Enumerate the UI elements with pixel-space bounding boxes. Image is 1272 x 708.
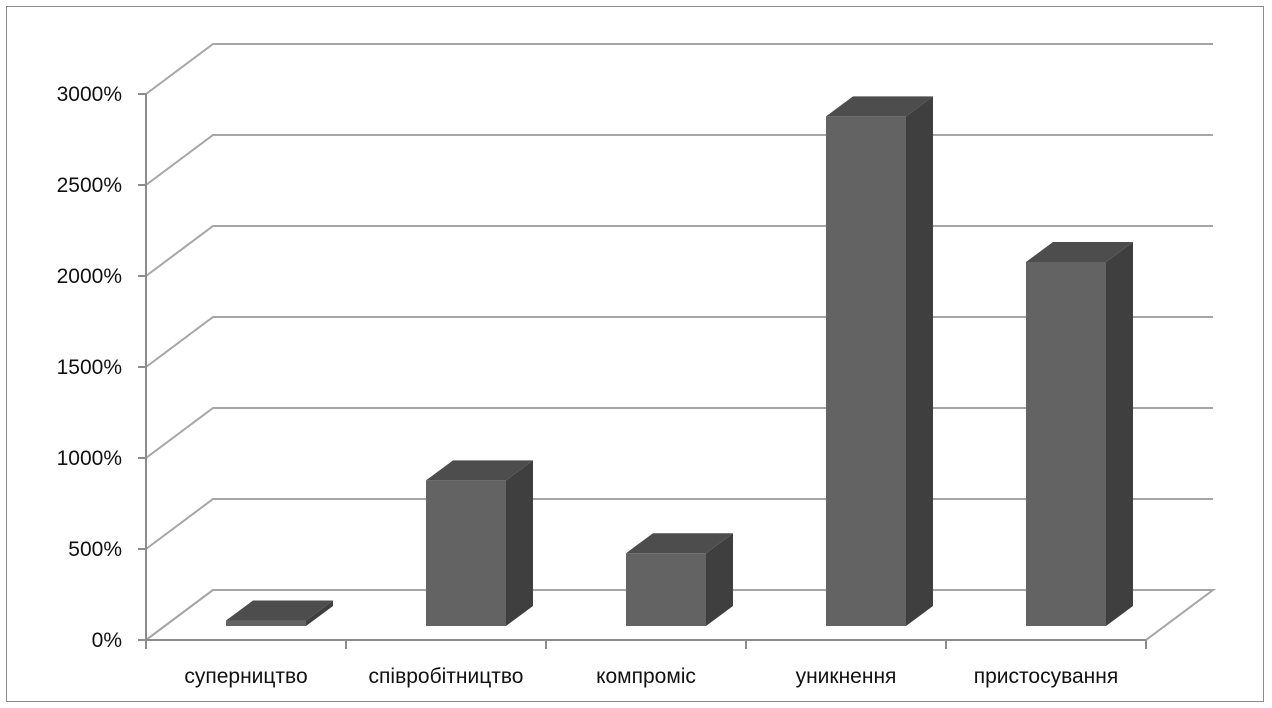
- bar: [226, 600, 333, 626]
- bar: [826, 96, 933, 627]
- x-axis-category-labels: суперництво співробітництво компроміс уникн…: [184, 665, 1118, 688]
- bar-top: [1026, 242, 1133, 262]
- bars: [226, 96, 1133, 627]
- bar-side: [306, 600, 333, 626]
- bar: [426, 460, 533, 626]
- x-category-label: суперництво: [184, 665, 307, 688]
- bar: [1026, 242, 1133, 626]
- gridline: [145, 134, 1213, 186]
- bar-side: [706, 533, 733, 626]
- bar-front: [226, 620, 306, 626]
- bar-side: [1106, 242, 1133, 626]
- x-category-label: пристосування: [974, 665, 1119, 688]
- bar-front: [826, 116, 906, 627]
- x-category-label: співробітництво: [369, 665, 524, 688]
- y-tick-label: 500%: [68, 538, 122, 561]
- bar-side: [906, 96, 933, 626]
- y-tick-label: 0%: [92, 629, 122, 652]
- y-tick-label: 1500%: [57, 356, 122, 379]
- bar-side: [506, 460, 533, 626]
- y-tick-label: 1000%: [57, 447, 122, 470]
- y-axis-tick-labels: 0% 500% 1000% 1500% 2000% 2500% 3000%: [57, 83, 122, 652]
- y-tick-label: 2500%: [57, 174, 122, 197]
- gridline: [145, 43, 1213, 95]
- x-category-label: уникнення: [796, 665, 897, 688]
- y-tick-label: 2000%: [57, 265, 122, 288]
- x-category-label: компроміс: [596, 665, 696, 688]
- bar-top: [426, 460, 533, 481]
- axes: [138, 93, 1147, 649]
- bar-front: [1026, 262, 1106, 626]
- bar-front: [626, 553, 706, 626]
- bar-top: [626, 533, 733, 554]
- y-tick-label: 3000%: [57, 83, 122, 106]
- bar-top: [826, 96, 933, 117]
- bar: [626, 533, 733, 626]
- bar-top: [226, 600, 333, 621]
- bar-front: [426, 480, 506, 626]
